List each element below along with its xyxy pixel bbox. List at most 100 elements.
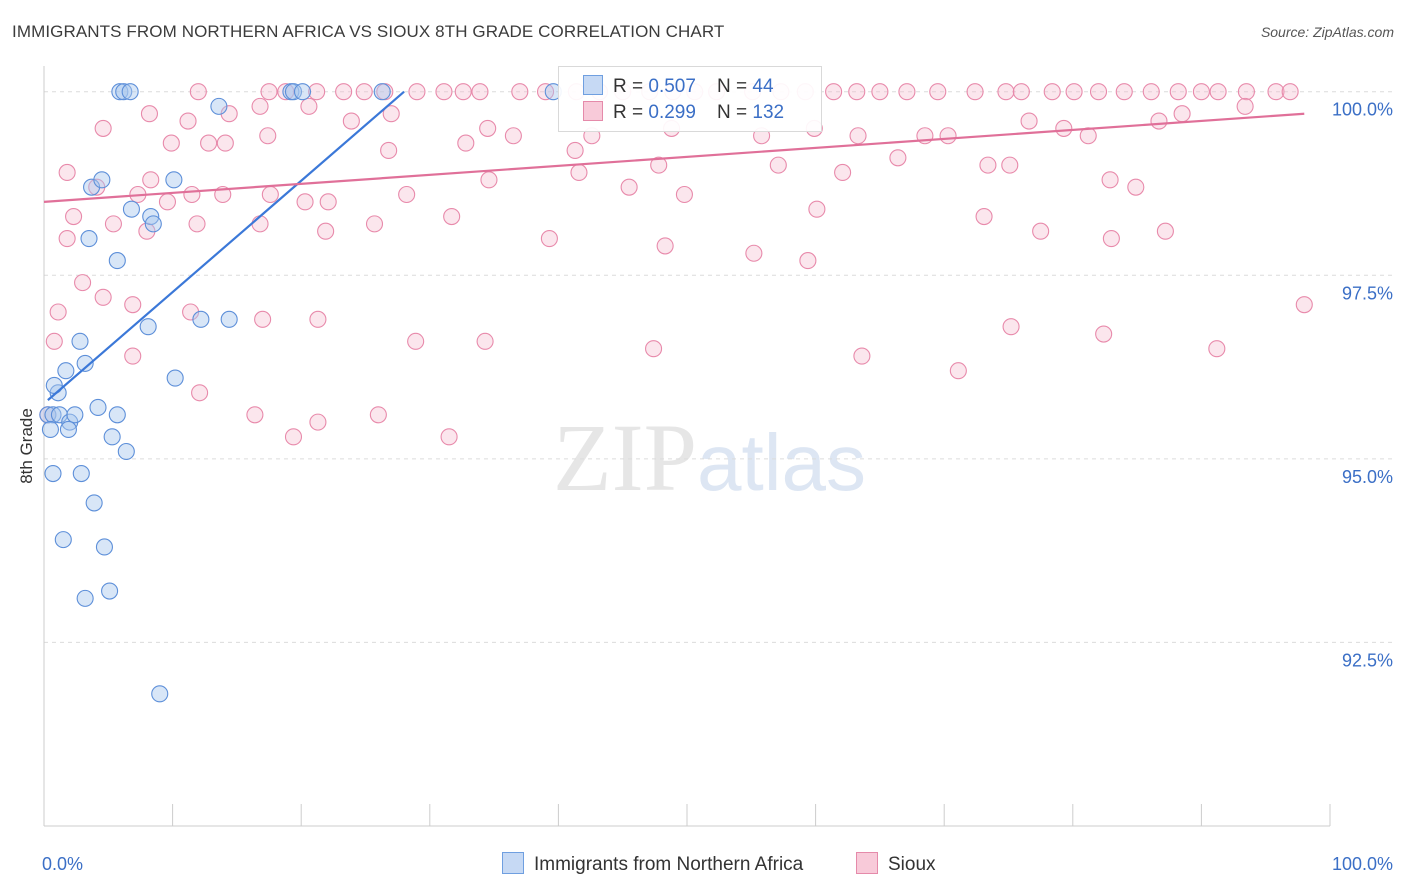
- point-northern-africa: [192, 310, 210, 328]
- point-northern-africa: [151, 685, 169, 703]
- point-sioux: [260, 83, 278, 101]
- point-sioux: [1101, 171, 1119, 189]
- point-sioux: [799, 252, 817, 270]
- watermark-zip: ZIP: [553, 404, 697, 511]
- point-sioux: [853, 347, 871, 365]
- point-sioux: [566, 141, 584, 159]
- point-northern-africa: [117, 442, 135, 461]
- point-sioux: [454, 83, 472, 101]
- point-northern-africa: [39, 406, 57, 424]
- watermark: ZIPatlas: [553, 402, 866, 513]
- point-sioux: [94, 288, 112, 306]
- point-sioux: [1173, 105, 1191, 123]
- point-sioux: [365, 215, 384, 233]
- point-sioux: [1208, 340, 1226, 358]
- point-northern-africa: [373, 83, 391, 101]
- point-sioux: [1236, 97, 1254, 115]
- chart-source: Source: ZipAtlas.com: [1260, 24, 1394, 40]
- point-sioux: [476, 332, 494, 350]
- point-sioux: [479, 119, 497, 137]
- point-sioux: [261, 185, 279, 204]
- point-sioux: [1020, 112, 1038, 130]
- data-points: [39, 83, 1313, 703]
- chart-title: IMMIGRANTS FROM NORTHERN AFRICA VS SIOUX…: [12, 22, 725, 41]
- point-sioux: [407, 332, 425, 350]
- point-northern-africa: [93, 171, 111, 189]
- point-sioux: [979, 156, 997, 174]
- point-sioux: [65, 207, 83, 226]
- legend-swatch-pink: [583, 101, 603, 121]
- point-sioux: [317, 222, 335, 240]
- point-sioux: [408, 83, 426, 101]
- point-sioux: [49, 303, 67, 321]
- point-sioux: [1065, 83, 1083, 101]
- point-northern-africa: [103, 428, 121, 446]
- legend-r-label: R =: [613, 76, 649, 97]
- point-sioux: [471, 83, 489, 101]
- point-sioux: [188, 215, 206, 233]
- point-sioux: [300, 97, 318, 115]
- point-northern-africa: [41, 420, 59, 439]
- point-sioux: [1142, 83, 1160, 101]
- bottom-legend-swatch-blue: [502, 852, 524, 874]
- point-sioux: [1150, 112, 1168, 130]
- point-northern-africa: [122, 200, 140, 218]
- point-northern-africa: [80, 230, 98, 248]
- point-northern-africa: [144, 215, 162, 233]
- point-sioux: [656, 237, 674, 255]
- bottom-legend-northern-africa: Immigrants from Northern Africa: [502, 852, 803, 876]
- point-northern-africa: [76, 589, 94, 607]
- point-sioux: [355, 83, 373, 101]
- point-sioux: [259, 127, 277, 145]
- y-tick-label: 97.5%: [1342, 283, 1393, 303]
- point-sioux: [443, 207, 461, 226]
- point-sioux: [191, 384, 209, 402]
- y-tick-label: 95.0%: [1342, 467, 1393, 487]
- point-sioux: [254, 310, 272, 328]
- point-sioux: [834, 163, 852, 182]
- point-northern-africa: [293, 83, 312, 101]
- point-northern-africa: [57, 362, 75, 380]
- point-sioux: [966, 83, 984, 101]
- point-sioux: [179, 112, 197, 130]
- point-northern-africa: [139, 318, 157, 336]
- legend-row-northern-africa: R = 0.507 N = 44: [583, 75, 774, 101]
- point-sioux: [308, 83, 326, 101]
- point-sioux: [570, 163, 588, 182]
- point-sioux: [58, 230, 76, 248]
- point-northern-africa: [108, 406, 126, 424]
- legend-n-value: 44: [752, 76, 774, 97]
- point-northern-africa: [220, 310, 238, 328]
- bottom-legend-swatch-pink: [856, 852, 878, 874]
- point-sioux: [825, 83, 843, 101]
- legend-r-value: 0.299: [648, 102, 696, 123]
- point-sioux: [650, 156, 668, 174]
- point-sioux: [335, 83, 353, 101]
- point-sioux: [251, 215, 269, 233]
- point-sioux: [435, 83, 453, 101]
- trend-lines: [43, 90, 1305, 401]
- point-sioux: [1237, 83, 1255, 101]
- point-sioux: [1002, 318, 1020, 336]
- point-sioux: [104, 215, 122, 233]
- point-northern-africa: [76, 354, 94, 372]
- point-sioux: [1156, 222, 1174, 240]
- point-sioux: [309, 413, 327, 431]
- legend-r-value: 0.507: [648, 76, 696, 97]
- point-sioux: [1001, 156, 1019, 174]
- point-sioux: [124, 296, 142, 314]
- point-sioux: [1295, 296, 1313, 314]
- point-sioux: [382, 105, 400, 123]
- point-sioux: [898, 83, 916, 101]
- point-sioux: [1012, 83, 1030, 101]
- point-northern-africa: [166, 369, 184, 387]
- point-sioux: [975, 207, 993, 226]
- point-northern-africa: [165, 171, 183, 189]
- point-sioux: [58, 163, 76, 182]
- point-sioux: [1209, 83, 1227, 101]
- point-northern-africa: [44, 406, 62, 424]
- point-northern-africa: [111, 83, 129, 101]
- point-northern-africa: [101, 582, 119, 600]
- point-sioux: [200, 134, 218, 152]
